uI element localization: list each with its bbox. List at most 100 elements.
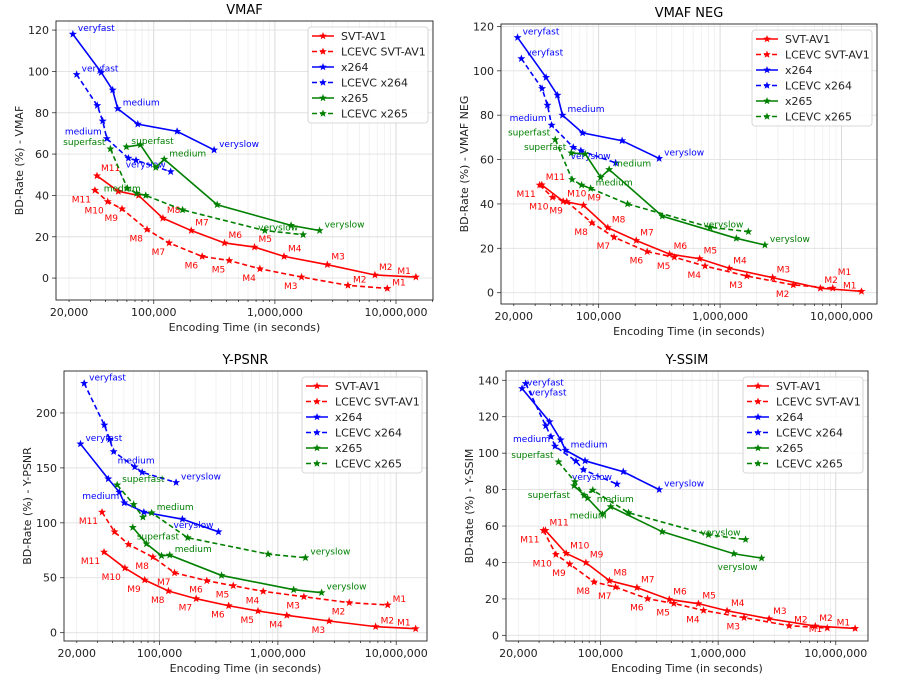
- data-point-star: [217, 571, 226, 579]
- data-point-star: [68, 30, 77, 38]
- series-lcevc-x264: veryfast medium veryslow: [65, 65, 175, 176]
- plot-frame: [63, 370, 428, 642]
- y-tick-label: 140: [478, 374, 499, 387]
- data-point-star: [665, 249, 674, 258]
- legend-label: x264: [341, 61, 369, 74]
- legend-item: x265: [306, 442, 363, 455]
- point-annotation: M11: [549, 518, 568, 528]
- legend-label: LCEVC x265: [335, 458, 402, 471]
- series-x264: veryfast medium veryslow: [68, 24, 259, 154]
- data-point-star: [851, 624, 860, 632]
- point-annotation: M6: [630, 604, 644, 614]
- legend-star-icon: [754, 428, 762, 436]
- data-point-star: [740, 613, 748, 622]
- point-annotation: superfast: [524, 143, 567, 153]
- data-point-star: [280, 252, 288, 260]
- series-x264: veryfast medium veryslow: [76, 434, 223, 536]
- data-point-star: [551, 135, 560, 143]
- data-point-star: [124, 154, 133, 162]
- legend-item: LCEVC SVT-AV1: [756, 49, 870, 62]
- y-tick-label: 100: [473, 65, 494, 78]
- point-annotation: M3: [727, 623, 741, 633]
- legend-label: SVT-AV1: [335, 380, 380, 393]
- point-annotation: veryslow: [325, 221, 365, 231]
- data-point-star: [97, 68, 106, 76]
- data-point-star: [147, 508, 156, 517]
- data-point-star: [123, 184, 132, 192]
- point-annotation: M7: [195, 219, 209, 229]
- x-tick-label: 100,000: [131, 306, 177, 319]
- point-annotation: M7: [152, 248, 166, 258]
- data-point-star: [611, 582, 620, 591]
- data-point-star: [757, 553, 766, 562]
- data-point-star: [106, 144, 115, 153]
- y-tick-label: 120: [28, 24, 49, 37]
- data-point-star: [299, 230, 308, 239]
- point-annotation: veryslow: [219, 140, 259, 150]
- series-x265: superfast medium veryslow: [128, 523, 367, 597]
- data-point-star: [187, 226, 196, 234]
- data-point-star: [562, 197, 571, 206]
- x-tick-label: 1,000,000: [247, 306, 303, 319]
- legend-star-icon: [319, 78, 327, 86]
- y-tick-label: 80: [35, 107, 49, 120]
- point-annotation: M5: [240, 616, 254, 626]
- data-point-star: [411, 624, 420, 633]
- point-annotation: veryslow: [770, 235, 810, 245]
- chart-y-ssim: Y-SSIM 0 20 40 60 80 100 120 140 20,000 100,000 1,0…: [450, 340, 900, 681]
- data-point-star: [345, 598, 354, 607]
- chart-title: Y-SSIM: [665, 353, 709, 368]
- data-point-star: [229, 581, 238, 590]
- point-annotation: medium: [513, 435, 550, 445]
- data-point-star: [105, 435, 114, 443]
- data-point-star: [118, 204, 126, 213]
- point-annotation: M7: [641, 576, 655, 586]
- point-annotation: M4: [688, 271, 702, 281]
- data-point-star: [138, 512, 147, 521]
- data-point-star: [706, 223, 714, 231]
- legend-item: LCEVC x265: [747, 458, 843, 471]
- point-annotation: M11: [72, 195, 91, 205]
- x-tick-label: 10,000,000: [365, 647, 428, 660]
- data-point-star: [569, 143, 578, 151]
- data-point-star: [165, 550, 174, 559]
- data-point-star: [139, 508, 148, 516]
- point-annotation: M4: [733, 256, 747, 266]
- legend-label: x264: [776, 411, 804, 424]
- point-annotation: M10: [102, 573, 121, 583]
- data-point-star: [325, 616, 334, 625]
- legend-star-icon: [763, 50, 771, 58]
- x-axis-label: Encoding Time (in seconds): [611, 662, 763, 675]
- point-annotation: M4: [288, 244, 302, 254]
- data-point-star: [541, 421, 550, 430]
- data-point-star: [699, 606, 708, 614]
- legend-star-icon: [319, 47, 327, 55]
- legend-star-icon: [313, 459, 321, 467]
- data-point-star: [535, 180, 544, 189]
- data-point-star: [198, 252, 207, 260]
- data-point-star: [143, 225, 151, 233]
- legend-box: [307, 26, 429, 124]
- series-lcevc-x264: veryfast medium veryslow: [510, 49, 620, 167]
- point-annotation: M2: [776, 290, 790, 300]
- point-annotation: M4: [686, 615, 700, 625]
- data-point-star: [542, 73, 551, 81]
- data-point-star: [823, 623, 832, 632]
- point-annotation: veryslow: [571, 152, 611, 162]
- point-annotation: medium: [510, 114, 547, 124]
- point-annotation: M2: [794, 616, 808, 626]
- data-point-star: [655, 485, 664, 493]
- y-tick-label: 50: [43, 572, 57, 585]
- point-annotation: M5: [656, 608, 670, 618]
- data-point-star: [545, 417, 554, 426]
- y-axis-label: BD-Rate (%) - VMAF: [13, 106, 26, 216]
- series-lcevc-x265: superfast medium veryslow: [511, 451, 750, 543]
- point-annotation: veryslow: [310, 548, 350, 558]
- data-point-star: [603, 223, 612, 232]
- x-tick-label: 1,000,000: [692, 310, 748, 323]
- legend-star-icon: [313, 428, 321, 436]
- data-point-star: [371, 622, 380, 630]
- y-tick-label: 20: [35, 231, 49, 244]
- point-annotation: medium: [596, 178, 633, 188]
- legend-star-icon: [754, 382, 762, 390]
